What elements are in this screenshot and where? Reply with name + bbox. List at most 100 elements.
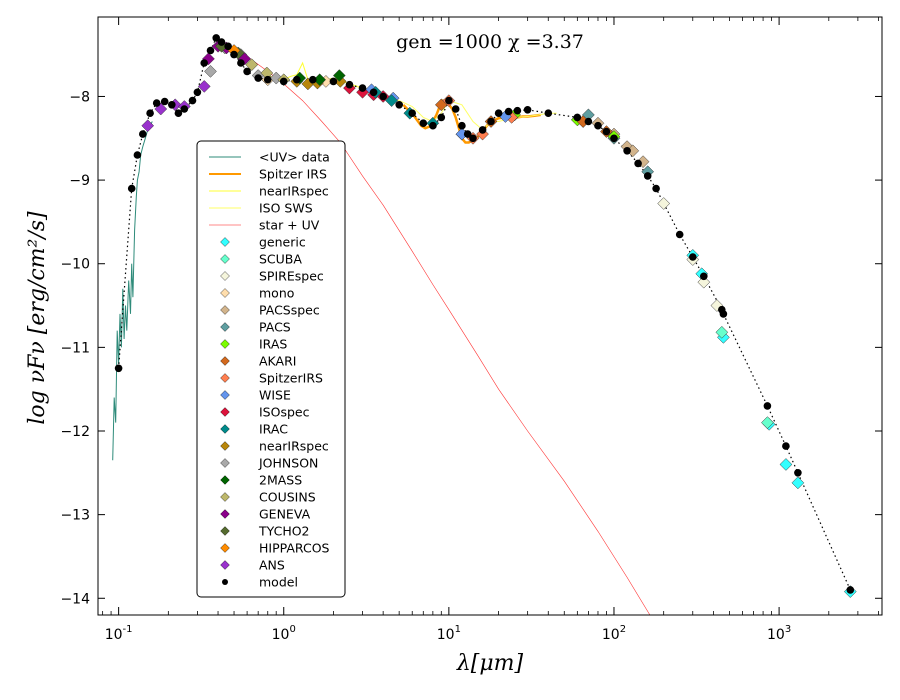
- legend-diamond-swatch: [220, 339, 230, 349]
- plot-frame: [97, 16, 883, 616]
- legend-label: SCUBA: [259, 252, 302, 267]
- model-point: [652, 184, 660, 193]
- legend-diamond-swatch: [220, 475, 230, 485]
- point-johnson: [204, 65, 217, 78]
- model-point: [634, 159, 642, 168]
- legend: <UV> data Spitzer IRS nearIRspec ISO SWS sta…: [196, 140, 346, 598]
- legend-diamond-swatch: [220, 373, 230, 383]
- y-axis-title: log νFν [erg/cm²/s]: [25, 211, 50, 425]
- legend-diamond-swatch: [220, 271, 230, 281]
- model-points: [114, 34, 855, 594]
- legend-diamond-swatch: [220, 254, 230, 264]
- model-point: [573, 113, 582, 122]
- legend-label: generic: [259, 235, 306, 250]
- legend-entry-geneva: GENEVA: [220, 507, 311, 522]
- model-point: [133, 151, 142, 159]
- legend-diamond-swatch: [220, 424, 230, 434]
- legend-label: HIPPARCOS: [259, 541, 330, 556]
- model-point: [419, 119, 428, 127]
- legend-entry-hipparcos: HIPPARCOS: [220, 541, 330, 556]
- chart-title: gen =1000 χ =3.37: [396, 31, 584, 53]
- model-point: [139, 130, 147, 138]
- legend-label: ANS: [259, 558, 285, 573]
- legend-diamond-swatch: [220, 441, 230, 451]
- legend-entry-akari: AKARI: [220, 354, 296, 369]
- legend-dot-swatch: [222, 579, 228, 585]
- line-iso-sws: [346, 83, 557, 131]
- y-tick-label: −8: [69, 89, 90, 105]
- point-ans: [141, 119, 155, 133]
- model-point: [478, 126, 487, 134]
- legend-diamond-swatch: [220, 407, 230, 417]
- legend-label: COUSINS: [259, 490, 316, 505]
- model-point: [193, 88, 202, 97]
- legend-entry-spitzerirs: SpitzerIRS: [220, 371, 323, 386]
- point-spirespec: [697, 275, 711, 289]
- model-point: [329, 77, 338, 86]
- model-point: [719, 310, 728, 318]
- model-point: [602, 127, 611, 136]
- legend-entry-model: model: [222, 575, 298, 590]
- y-tick-label: −9: [69, 173, 90, 189]
- model-point: [487, 117, 495, 126]
- model-point: [114, 364, 123, 373]
- model-point: [379, 92, 388, 101]
- legend-entry-pacsspec: PACSspec: [220, 303, 320, 318]
- model-point: [263, 75, 272, 84]
- model-point: [237, 59, 245, 67]
- model-point: [445, 96, 453, 105]
- legend-diamond-swatch: [220, 390, 230, 400]
- model-point: [168, 101, 176, 109]
- line-uv-data: [112, 121, 153, 461]
- legend-label: IRAS: [259, 337, 287, 352]
- legend-diamond-swatch: [220, 237, 230, 247]
- legend-entry-2mass: 2MASS: [220, 473, 302, 488]
- legend-entry-nearirspec: nearIRspec: [220, 439, 329, 454]
- legend-label: WISE: [259, 388, 291, 403]
- legend-entry-wise: WISE: [220, 388, 291, 403]
- point-cousins: [245, 58, 259, 72]
- legend-diamond-swatch: [220, 305, 230, 315]
- legend-diamond-swatch: [220, 560, 230, 570]
- legend-entry-star-uv: star + UV: [209, 218, 320, 233]
- legend-diamond-swatch: [220, 543, 230, 553]
- model-point: [254, 74, 262, 82]
- model-point: [513, 106, 522, 115]
- legend-label: model: [259, 575, 298, 590]
- legend-entry-uv-data: <UV> data: [209, 150, 330, 165]
- model-point: [594, 121, 602, 130]
- legend-entry-nearirspec: nearIRspec: [209, 184, 329, 199]
- legend-label: AKARI: [259, 354, 296, 369]
- model-point: [623, 147, 631, 155]
- legend-label: <UV> data: [259, 150, 330, 165]
- model-point: [395, 101, 404, 109]
- model-point: [174, 109, 183, 117]
- legend-label: JOHNSON: [258, 456, 318, 471]
- legend-entry-spirespec: SPIREspec: [220, 269, 324, 284]
- legend-diamond-swatch: [220, 458, 230, 468]
- model-point: [279, 77, 288, 86]
- model-point: [127, 184, 136, 193]
- model-point: [243, 67, 251, 76]
- y-tick-label: −11: [60, 340, 90, 356]
- x-axis-title: λ[μm]: [456, 651, 524, 676]
- legend-entry-iras: IRAS: [220, 337, 287, 352]
- legend-entry-pacs: PACS: [220, 320, 291, 335]
- legend-label: 2MASS: [259, 473, 302, 488]
- model-point: [293, 75, 301, 84]
- point-spirespec: [657, 197, 671, 210]
- point-2mass: [332, 69, 346, 82]
- point-irac: [385, 94, 398, 107]
- model-point: [458, 121, 466, 130]
- model-point: [345, 80, 354, 89]
- point-scuba: [761, 416, 774, 429]
- legend-diamond-swatch: [220, 526, 230, 536]
- point-ans: [197, 80, 211, 93]
- model-point: [782, 442, 790, 450]
- y-tick-label: −13: [60, 508, 90, 524]
- model-point: [610, 134, 618, 143]
- legend-entry-isospec: ISOspec: [220, 405, 310, 420]
- model-point: [846, 586, 855, 594]
- point-generic: [791, 476, 805, 490]
- model-point: [358, 84, 367, 92]
